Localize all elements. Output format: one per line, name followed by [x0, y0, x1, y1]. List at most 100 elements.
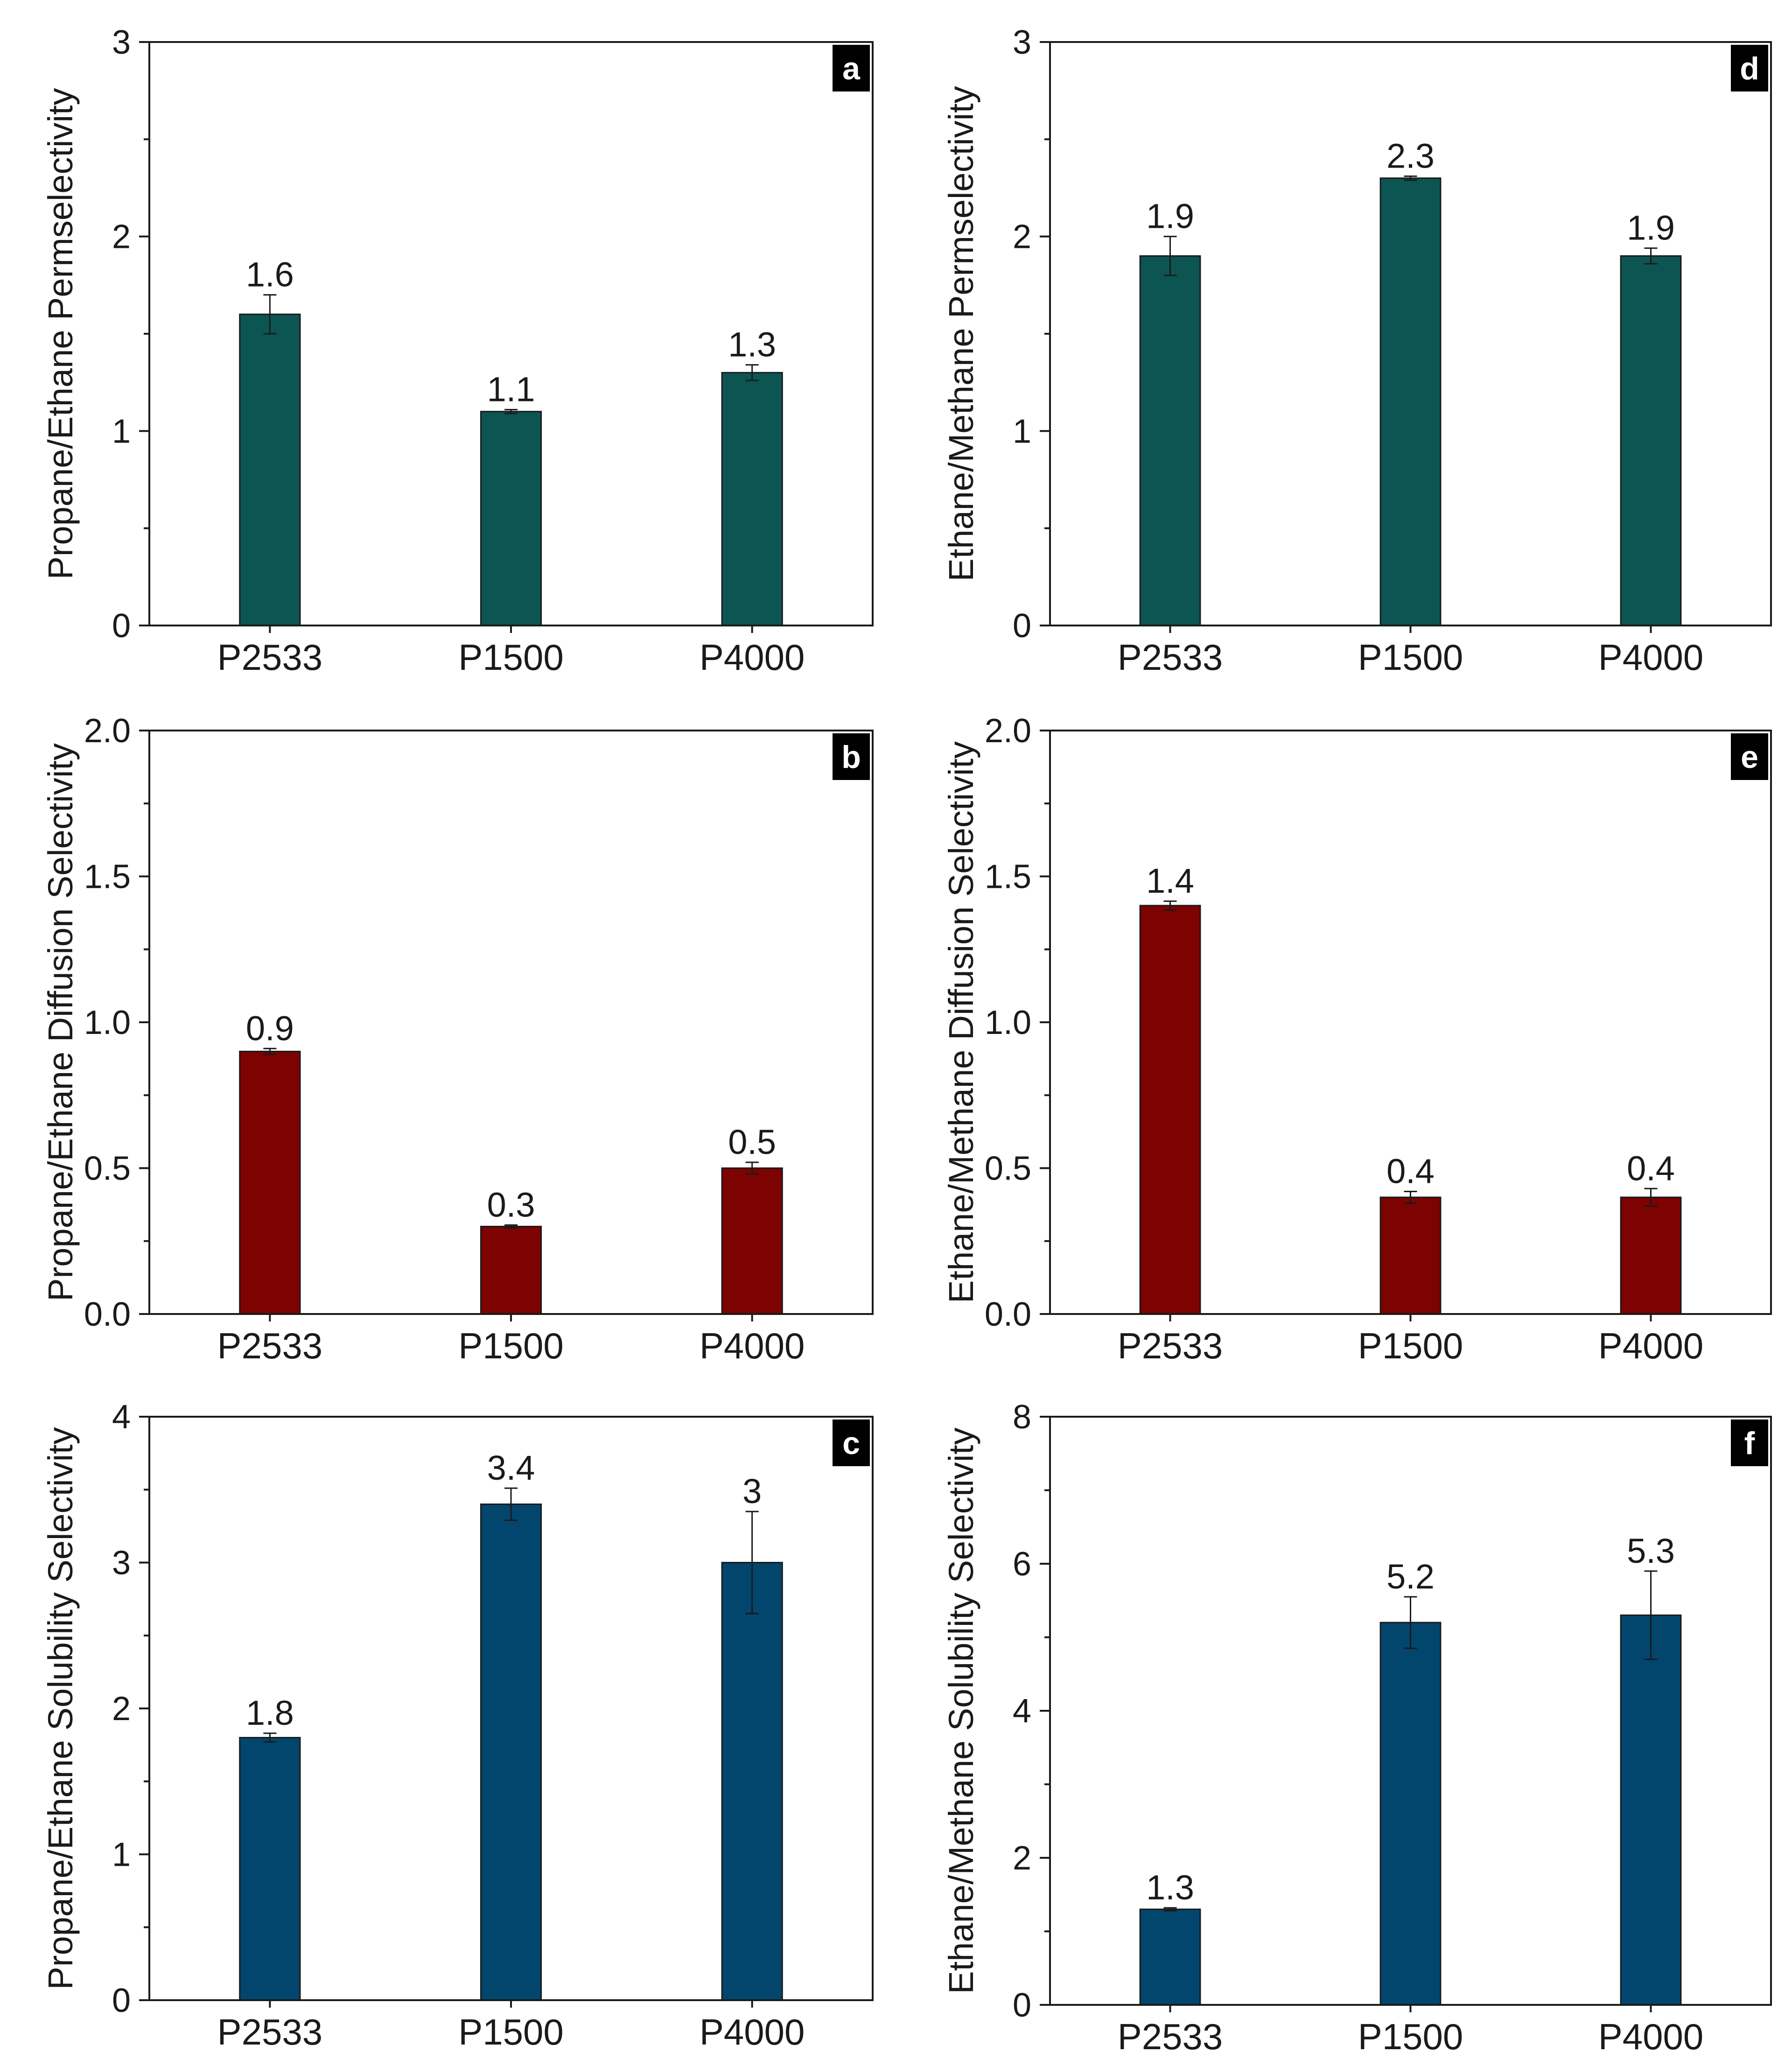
- plot-frame: [148, 730, 874, 1315]
- category-label: P1500: [1358, 2016, 1463, 2057]
- panel-letter: e: [1741, 739, 1758, 775]
- y-axis-label: Propane/Ethane Permselectivity: [41, 88, 80, 580]
- category-label: P2533: [217, 637, 323, 678]
- y-tick-label: 2: [1013, 1840, 1031, 1877]
- data-label: 1.4: [1146, 862, 1194, 900]
- y-tick-label: 1: [112, 413, 131, 450]
- category-label: P2533: [1118, 2016, 1223, 2057]
- category-label: P1500: [458, 637, 564, 678]
- y-tick-label: 0.5: [985, 1150, 1031, 1188]
- data-label: 0.4: [1386, 1152, 1435, 1191]
- bar-a-P2533: [239, 313, 301, 626]
- data-label: 0.4: [1627, 1149, 1675, 1188]
- category-label: P4000: [1598, 637, 1704, 678]
- y-tick-label: 1: [112, 1836, 131, 1874]
- bar-a-P1500: [480, 411, 542, 626]
- y-axis-label: Ethane/Methane Solubility Selectivity: [942, 1427, 980, 1994]
- panel-letter-badge: [833, 45, 870, 91]
- y-tick-label: 0: [1013, 1987, 1031, 2024]
- y-tick-label: 1.0: [84, 1004, 131, 1041]
- panel-letter-badge: [833, 1420, 870, 1466]
- data-label: 0.9: [246, 1009, 294, 1047]
- panel-letter-badge: [833, 733, 870, 780]
- category-label: P1500: [458, 1325, 564, 1366]
- panel-letter-badge: [1731, 45, 1768, 91]
- panel-letter-badge: [1731, 733, 1768, 780]
- y-tick-label: 2: [112, 1690, 131, 1728]
- data-label: 5.3: [1627, 1532, 1675, 1570]
- category-label: P1500: [1358, 1325, 1463, 1366]
- y-tick-label: 0.5: [84, 1150, 131, 1188]
- chart-panel-a: 1.6 P2533 1.1 P1500 1.3 P4000 0 1 2 3 Propane/Etha…: [41, 24, 874, 678]
- plot-frame: [148, 1416, 874, 2001]
- bar-e-P1500: [1379, 1196, 1442, 1315]
- data-label: 1.9: [1146, 197, 1194, 236]
- y-axis-label: Ethane/Methane Diffusion Selectivity: [942, 741, 980, 1303]
- data-label: 2.3: [1386, 137, 1435, 176]
- bar-e-P2533: [1139, 905, 1201, 1315]
- category-label: P4000: [1598, 1325, 1704, 1366]
- panel-letter: a: [842, 51, 861, 86]
- y-tick-label: 2: [112, 218, 131, 256]
- y-axis-label: Ethane/Methane Permselectivity: [942, 86, 980, 581]
- data-label: 3: [742, 1472, 762, 1511]
- y-tick-label: 1.5: [84, 858, 131, 896]
- y-tick-label: 2.0: [84, 712, 131, 750]
- category-label: P2533: [217, 1325, 323, 1366]
- y-tick-label: 4: [1013, 1693, 1031, 1730]
- y-tick-label: 4: [112, 1398, 131, 1436]
- bar-d-P1500: [1379, 177, 1442, 626]
- data-label: 1.8: [246, 1694, 294, 1732]
- data-label: 5.2: [1386, 1557, 1435, 1596]
- bar-f-P1500: [1379, 1622, 1442, 2006]
- bar-d-P4000: [1620, 255, 1682, 626]
- y-tick-label: 2: [1013, 218, 1031, 256]
- category-label: P4000: [700, 1325, 805, 1366]
- y-tick-label: 3: [112, 24, 131, 61]
- category-label: P2533: [1118, 1325, 1223, 1366]
- category-label: P1500: [1358, 637, 1463, 678]
- y-tick-label: 2.0: [985, 712, 1031, 750]
- y-tick-label: 0: [1013, 607, 1031, 645]
- bar-a-P4000: [721, 372, 783, 626]
- category-label: P4000: [700, 637, 805, 678]
- category-label: P4000: [1598, 2016, 1704, 2057]
- y-tick-label: 0: [112, 1982, 131, 2019]
- chart-panel-f: 1.3 P2533 5.2 P1500 5.3 P4000 0 2 4 6 8 Ethane/Meth…: [942, 1398, 1772, 2057]
- y-tick-label: 3: [1013, 24, 1031, 61]
- y-tick-label: 1.5: [985, 858, 1031, 896]
- y-tick-label: 3: [112, 1545, 131, 1582]
- category-label: P4000: [700, 2011, 805, 2052]
- category-label: P2533: [1118, 637, 1223, 678]
- bar-d-P2533: [1139, 255, 1201, 626]
- plot-frame: [148, 41, 874, 626]
- y-tick-label: 0.0: [84, 1296, 131, 1333]
- y-tick-label: 0.0: [985, 1296, 1031, 1333]
- data-label: 0.5: [728, 1123, 776, 1161]
- panel-letter-badge: [1731, 1420, 1768, 1466]
- y-tick-label: 1: [1013, 413, 1031, 450]
- category-label: P2533: [217, 2011, 323, 2052]
- plot-frame: [1049, 730, 1772, 1315]
- panel-letter: c: [842, 1426, 860, 1461]
- panel-letter: d: [1740, 51, 1759, 86]
- bar-b-P2533: [239, 1051, 301, 1315]
- y-tick-label: 6: [1013, 1546, 1031, 1583]
- bar-c-P1500: [480, 1504, 542, 2001]
- chart-panel-e: 1.4 P2533 0.4 P1500 0.4 P4000 0.0 0.5 1.0 1.5 2.0E…: [942, 712, 1772, 1366]
- data-label: 1.1: [487, 370, 535, 409]
- bar-f-P2533: [1139, 1908, 1201, 2006]
- bar-f-P4000: [1620, 1614, 1682, 2006]
- data-label: 1.6: [246, 255, 294, 294]
- chart-panel-c: 1.8 P2533 3.4 P1500 3 P4000 0 1 2 3 4 Propane/Ethan…: [41, 1398, 874, 2052]
- plot-frame: [1049, 1416, 1772, 2006]
- data-label: 1.3: [728, 325, 776, 364]
- y-axis-label: Propane/Ethane Solubility Selectivity: [41, 1427, 80, 1989]
- bar-e-P4000: [1620, 1196, 1682, 1315]
- y-axis-label: Propane/Ethane Diffusion Selectivity: [41, 743, 80, 1301]
- y-tick-label: 1.0: [985, 1004, 1031, 1041]
- panel-letter: b: [841, 739, 861, 775]
- bar-b-P1500: [480, 1226, 542, 1315]
- data-label: 3.4: [487, 1448, 535, 1487]
